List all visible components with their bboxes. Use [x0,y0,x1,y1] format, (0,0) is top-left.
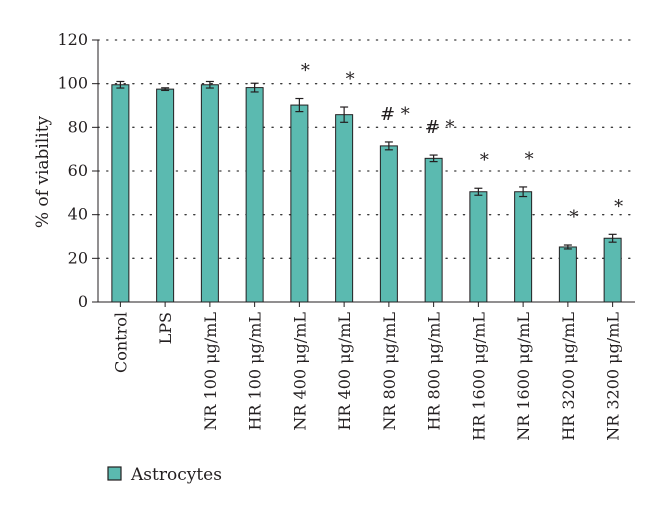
x-tick-label: NR 400 μg/mL [290,312,309,431]
x-tick-label: NR 100 μg/mL [201,312,220,431]
y-axis-label: % of viability [33,115,53,228]
bar [424,157,443,303]
legend-swatch [107,466,122,481]
bar [603,237,622,303]
y-tick-label: 60 [68,161,88,180]
x-tick-label: Control [111,312,130,373]
y-tick-label: 120 [57,30,88,49]
gridlines [97,39,636,259]
x-tick-label: HR 1600 μg/mL [469,312,488,441]
x-tick-label: HR 100 μg/mL [246,312,265,431]
x-tick-label: LPS [156,312,175,344]
x-tick-label: NR 800 μg/mL [380,312,399,431]
x-tick-label: HR 400 μg/mL [335,312,354,431]
y-tick-label: 40 [68,205,88,224]
y-tick-label: 80 [68,117,88,136]
bar [200,84,219,303]
bar [290,104,309,303]
bars [111,80,622,303]
labels: 0 20 40 60 80 100 120 Control LPS NR 100 μg/mL HR … [57,30,623,441]
significance-mark: * [346,69,355,90]
bar [514,191,533,303]
legend-label: Astrocytes [130,465,222,485]
significance-mark: # * [425,117,455,138]
bar [558,246,577,303]
significance-mark: * [480,150,489,171]
significance-mark: * [569,207,578,228]
significance-mark: * [525,149,534,170]
significance-mark: * [614,196,623,217]
x-tick-label: HR 3200 μg/mL [559,312,578,441]
y-tick-label: 100 [57,74,88,93]
axes [92,39,635,307]
bar [335,114,354,303]
significance-mark: * [301,61,310,82]
bar [469,191,488,303]
x-tick-label: NR 1600 μg/mL [514,312,533,441]
bar [245,87,264,303]
bar [156,88,175,303]
x-tick-label: HR 800 μg/mL [425,312,444,431]
y-tick-label: 0 [78,292,88,311]
legend: Astrocytes [107,465,222,485]
significance-mark: # * [380,104,410,125]
bar [379,145,398,303]
x-tick-label: NR 3200 μg/mL [604,312,623,441]
bar [111,84,130,303]
y-tick-label: 20 [68,248,88,267]
